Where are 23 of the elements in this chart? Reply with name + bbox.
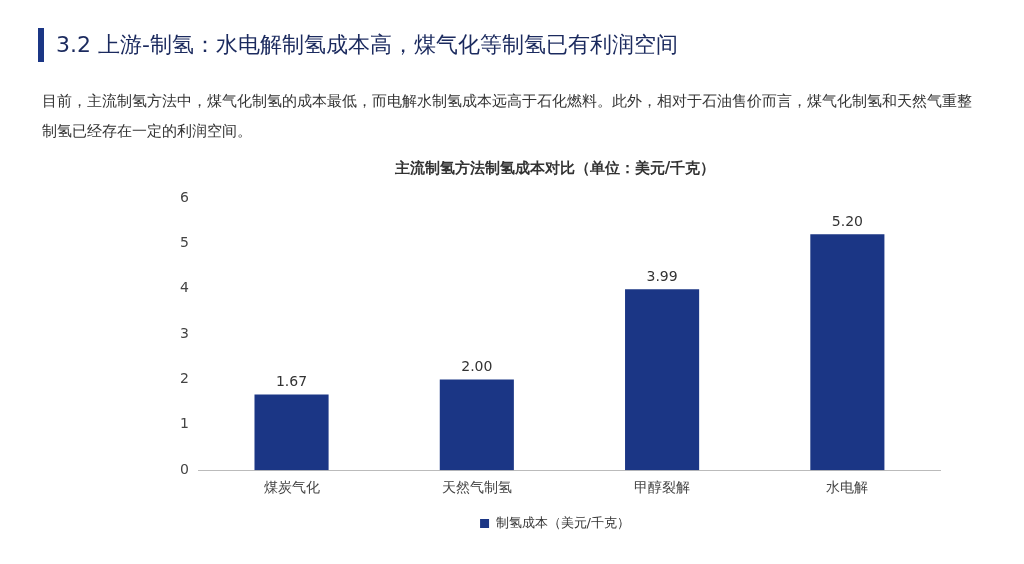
y-tick-label: 5 bbox=[179, 234, 189, 251]
x-tick-label: 煤炭气化 bbox=[263, 479, 320, 496]
bar bbox=[254, 394, 329, 471]
legend-label: 制氢成本（美元/千克） bbox=[495, 514, 630, 530]
y-tick-label: 1 bbox=[179, 415, 189, 432]
bar bbox=[439, 379, 514, 471]
y-tick-label: 6 bbox=[179, 188, 189, 205]
text: 5.20 bbox=[831, 212, 863, 229]
y-tick-label: 0 bbox=[179, 460, 189, 477]
chart-title: 主流制氢方法制氢成本对比（单位：美元/千克） bbox=[393, 158, 716, 177]
text: 3.99 bbox=[646, 267, 678, 284]
y-tick-label: 2 bbox=[179, 370, 189, 387]
text: 1.67 bbox=[275, 373, 308, 390]
text: 2.00 bbox=[461, 358, 493, 375]
text: 目前，主流制氢方法中，煤气化制氢的成本最低，而电解水制氢成本远高于石化燃料。此外，相对于石油售价而言，煤气化制氢和天然气重整制氢已经存在一定的利润空间。 bbox=[42, 91, 973, 142]
y-tick-label: 4 bbox=[179, 279, 189, 296]
bar bbox=[625, 289, 700, 471]
y-tick-label: 3 bbox=[179, 324, 189, 341]
bar bbox=[810, 234, 885, 471]
x-tick-label: 天然气制氢 bbox=[441, 479, 512, 496]
text: 3.2 上游-制氢：水电解制氢成本高，煤气化等制氢已有利润空间 bbox=[56, 31, 678, 59]
x-tick-label: 甲醇裂解 bbox=[634, 479, 691, 496]
x-tick-label: 水电解 bbox=[826, 479, 869, 496]
